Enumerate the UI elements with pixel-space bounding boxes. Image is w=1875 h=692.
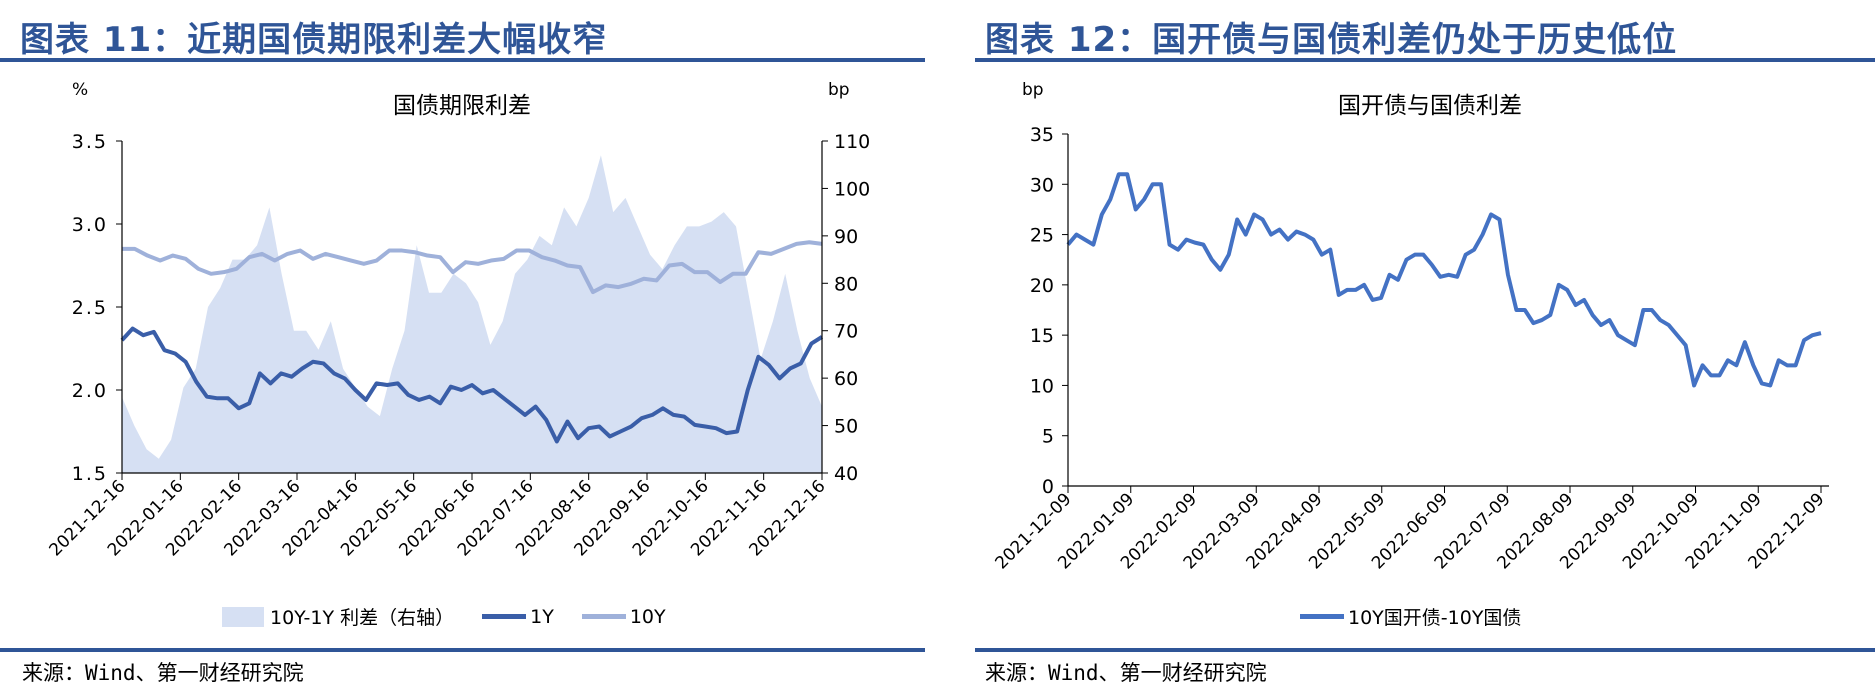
- source-left: 来源：Wind、第一财经研究院: [22, 661, 304, 685]
- y2-tick-label: 100: [834, 178, 870, 200]
- legend-swatch-1y: [482, 614, 527, 619]
- y2-tick-label: 110: [834, 131, 870, 153]
- y-tick-label: 2.0: [72, 380, 108, 402]
- legend-right: 10Y国开债-10Y国债: [1300, 603, 1549, 630]
- title-rule-left: [0, 58, 925, 62]
- cdb-spread-line: [1066, 172, 1822, 388]
- legend-item-1y: 1Y: [482, 606, 554, 628]
- y-tick-label: 10: [1030, 375, 1054, 397]
- legend-item-cdb-spread: 10Y国开债-10Y国债: [1300, 603, 1521, 630]
- y-tick-label: 20: [1030, 275, 1054, 297]
- 10y-line: [122, 240, 823, 295]
- spread-area: [122, 155, 822, 473]
- 1y-line: [120, 326, 824, 444]
- source-rule-right: [975, 648, 1875, 652]
- legend-label: 10Y: [629, 605, 666, 628]
- legend-swatch-cdb: [1300, 614, 1344, 619]
- legend-swatch-spread: [222, 606, 264, 627]
- chart-title-left: 国债期限利差: [393, 93, 531, 119]
- y-tick-label: 35: [1030, 124, 1054, 146]
- legend-label: 1Y: [530, 605, 554, 628]
- source-rule-left: [0, 648, 925, 652]
- axis-unit-right: bp: [1022, 80, 1044, 100]
- chart-title-right: 国开债与国债利差: [1338, 93, 1522, 119]
- y-tick-label: 5: [1042, 426, 1054, 448]
- legend-swatch-10y: [581, 614, 626, 619]
- legend-label: 10Y国开债-10Y国债: [1348, 607, 1522, 629]
- y2-tick-label: 70: [834, 321, 858, 343]
- legend-item-10y: 10Y: [581, 605, 666, 628]
- right-axis-unit: bp: [828, 80, 850, 100]
- y-tick-label: 25: [1030, 225, 1054, 247]
- y-tick-label: 30: [1030, 174, 1054, 196]
- legend-label: 10Y-1Y 利差（右轴）: [270, 607, 455, 629]
- legend-item-spread: 10Y-1Y 利差（右轴）: [222, 603, 454, 630]
- y-tick-label: 0: [1042, 476, 1054, 498]
- y2-tick-label: 40: [834, 463, 858, 485]
- left-axis-unit: %: [72, 80, 89, 100]
- title-rule-right: [975, 58, 1875, 62]
- y-tick-label: 2.5: [72, 297, 108, 319]
- y2-tick-label: 50: [834, 416, 858, 438]
- figure-title-right: 图表 12：国开债与国债利差仍处于历史低位: [985, 20, 1678, 60]
- source-right: 来源：Wind、第一财经研究院: [985, 661, 1267, 685]
- y2-tick-label: 80: [834, 273, 858, 295]
- legend-left: 10Y-1Y 利差（右轴） 1Y 10Y: [222, 603, 694, 630]
- y-tick-label: 3.5: [72, 131, 108, 153]
- y2-tick-label: 60: [834, 368, 858, 390]
- y-tick-label: 1.5: [72, 463, 108, 485]
- y-tick-label: 15: [1030, 325, 1054, 347]
- y-tick-label: 3.0: [72, 214, 108, 236]
- figure-title-left: 图表 11：近期国债期限利差大幅收窄: [20, 20, 608, 60]
- y2-tick-label: 90: [834, 226, 858, 248]
